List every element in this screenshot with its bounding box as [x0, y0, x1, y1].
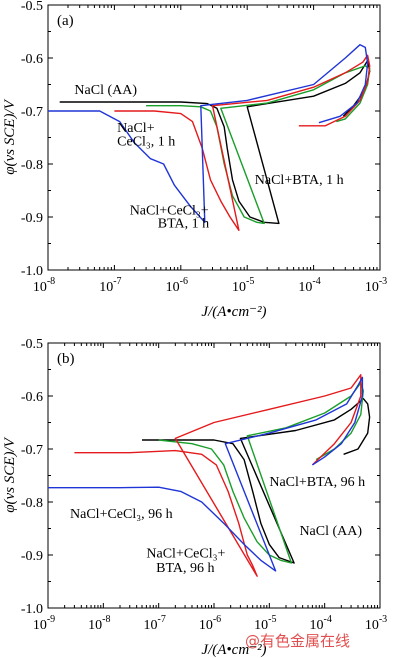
y-tick-label: -1.0 [21, 264, 43, 279]
y-tick-label: -0.9 [21, 549, 43, 564]
watermark: @有色金属在线 [245, 632, 351, 650]
plot-frame [47, 4, 381, 271]
curve-annotation: NaCl+BTA, 96 h [269, 475, 365, 490]
panel-label: (b) [57, 351, 75, 367]
x-tick-label: 10-6 [166, 276, 188, 295]
curve-annotation: NaCl+CeCl₃+ [130, 203, 209, 218]
y-tick-label: -0.8 [21, 158, 43, 173]
y-axis-label: φ(vs SCE)/V [2, 436, 18, 512]
y-tick-label: -0.7 [21, 443, 43, 458]
panel-b: 10-9 10-8 10-7 10-6 10-5 10-4 10-3 -1.0 -0.9 -0.8… [2, 337, 387, 658]
curve-annotation: BTA, 96 h [156, 561, 214, 576]
curve-annotation: NaCl+CeCl₃, 96 h [70, 507, 173, 522]
y-tick-label: -0.9 [21, 211, 43, 226]
y-tick-label: -1.0 [21, 602, 43, 617]
x-tick-label: 10-3 [365, 276, 387, 295]
panel-label: (a) [57, 13, 74, 29]
series-line-blue [48, 376, 364, 572]
curve-annotation: NaCl+CeCl₃+ [146, 547, 225, 562]
x-tick-label: 10-8 [33, 276, 55, 295]
x-tick-label: 10-6 [199, 614, 221, 633]
x-tick-label: 10-4 [309, 614, 331, 633]
series-line-green [158, 382, 364, 564]
y-tick-label: -0.8 [21, 496, 43, 511]
x-tick-label: 10-5 [232, 276, 254, 295]
curve-annotation: NaCl+ [117, 121, 155, 136]
x-tick-label: 10-9 [33, 614, 55, 633]
x-tick-label: 10-3 [365, 614, 387, 633]
series-line-blue [48, 44, 369, 223]
curve-annotation: CeCl₃, 1 h [117, 134, 175, 149]
x-axis-label: J/(A•cm⁻²) [201, 304, 266, 320]
y-tick-label: -0.5 [21, 0, 43, 14]
x-tick-label: 10-7 [99, 276, 121, 295]
series-line-black [142, 397, 371, 564]
x-axis-label: J/(A•cm⁻²) [201, 642, 266, 658]
y-tick-label: -0.7 [21, 105, 43, 120]
x-tick-label: 10-4 [298, 276, 320, 295]
series-line-red [74, 374, 362, 577]
y-tick-label: -0.6 [21, 390, 43, 405]
y-axis-label: φ(vs SCE)/V [2, 98, 18, 174]
y-tick-label: -0.5 [21, 337, 43, 352]
x-tick-label: 10-7 [143, 614, 165, 633]
curve-annotation: NaCl (AA) [74, 83, 137, 98]
series-line-red [114, 54, 371, 231]
curve-annotation: NaCl (AA) [299, 524, 362, 539]
curve-annotation: NaCl+BTA, 1 h [255, 173, 344, 188]
y-tick-label: -0.6 [21, 52, 43, 67]
curve-annotation: BTA, 1 h [158, 217, 209, 232]
x-tick-label: 10-5 [254, 614, 276, 633]
panel-a: 10-8 10-7 10-6 10-5 10-4 10-3 -1.0 -0.9 -0.8 -0.7… [2, 0, 387, 320]
x-tick-label: 10-8 [88, 614, 110, 633]
